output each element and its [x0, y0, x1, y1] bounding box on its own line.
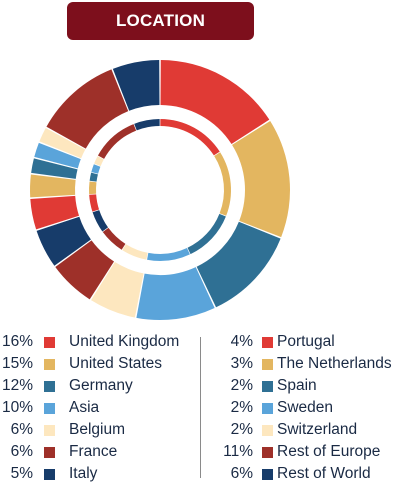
legend-percent: 3%	[230, 355, 253, 372]
legend-swatch	[44, 337, 55, 348]
legend-percent: 15%	[1, 355, 33, 372]
chart-title: LOCATION	[67, 2, 254, 40]
legend-swatch	[262, 359, 273, 370]
legend-percent: 5%	[10, 465, 33, 482]
legend-label: Belgium	[69, 421, 125, 438]
donut-slice-rest-of-europe	[46, 69, 129, 149]
legend-percent: 6%	[10, 443, 33, 460]
legend-label: Switzerland	[277, 421, 358, 438]
legend-swatch	[44, 359, 55, 370]
inner-ring-slice-united-kingdom	[160, 119, 220, 156]
legend-swatch	[44, 403, 55, 414]
inner-ring-slice-sweden	[91, 164, 101, 174]
legend-label: Spain	[277, 377, 317, 394]
inner-ring-slice-rest-of-world	[134, 119, 160, 131]
legend-swatch	[44, 381, 55, 392]
donut-slice-france	[55, 240, 115, 300]
donut-slice-spain	[31, 158, 78, 179]
legend-label: Sweden	[277, 399, 334, 416]
donut-slice-the-netherlands	[29, 174, 76, 198]
inner-ring-slice-rest-of-europe	[97, 124, 137, 159]
legend-swatch	[262, 447, 273, 458]
legend-swatch	[262, 337, 273, 348]
inner-ring-slice-france	[102, 227, 126, 250]
inner-ring-slice-the-netherlands	[88, 181, 97, 195]
legend-label: Rest of Europe	[277, 443, 381, 460]
legend-label: Portugal	[277, 333, 335, 350]
legend-swatch	[44, 447, 55, 458]
donut-chart	[29, 60, 290, 320]
donut-slice-rest-of-world	[112, 60, 160, 111]
legend-percent: 6%	[10, 421, 33, 438]
donut-slice-belgium	[91, 262, 144, 318]
inner-ring-slice-united-states	[214, 152, 231, 216]
donut-slice-switzerland	[39, 128, 86, 159]
legend-swatch	[262, 425, 273, 436]
donut-slice-united-kingdom	[160, 60, 270, 145]
legend-divider	[200, 337, 201, 478]
inner-ring-slice-portugal	[89, 194, 100, 212]
legend-percent: 6%	[230, 465, 253, 482]
legend-percent: 4%	[230, 333, 253, 350]
legend-percent: 16%	[1, 333, 33, 350]
legend-swatch	[262, 403, 273, 414]
legend-percent: 10%	[1, 399, 33, 416]
inner-ring-slice-asia	[147, 248, 190, 261]
legend-swatch	[44, 425, 55, 436]
inner-ring-slice-spain	[89, 172, 98, 182]
legend-swatch	[44, 469, 55, 480]
legend-label: France	[69, 443, 118, 460]
chart-title-text: LOCATION	[115, 11, 206, 30]
donut-slice-italy	[36, 216, 91, 266]
donut-slice-sweden	[34, 142, 81, 169]
legend-percent: 2%	[230, 399, 253, 416]
donut-slice-united-states	[232, 121, 290, 238]
legend-swatch	[262, 381, 273, 392]
legend-percent: 12%	[1, 377, 33, 394]
legend-percent: 11%	[223, 443, 253, 460]
legend-percent: 2%	[230, 377, 253, 394]
inner-ring-slice-italy	[92, 210, 109, 232]
donut-slice-germany	[196, 221, 281, 308]
legend-percent: 2%	[230, 421, 253, 438]
legend-label: Asia	[69, 399, 100, 416]
legend-label: Rest of World	[277, 465, 371, 482]
legend-swatch	[262, 469, 273, 480]
inner-ring-slice-belgium	[122, 244, 148, 260]
legend-label: United Kingdom	[69, 333, 180, 350]
donut-slice-asia	[136, 267, 215, 320]
donut-slice-portugal	[30, 195, 80, 230]
inner-ring-slice-switzerland	[94, 156, 104, 167]
inner-ring-slice-germany	[187, 213, 226, 255]
legend-label: Italy	[69, 465, 98, 482]
legend-label: The Netherlands	[277, 355, 392, 372]
legend-label: United States	[69, 355, 163, 372]
legend-label: Germany	[69, 377, 133, 394]
